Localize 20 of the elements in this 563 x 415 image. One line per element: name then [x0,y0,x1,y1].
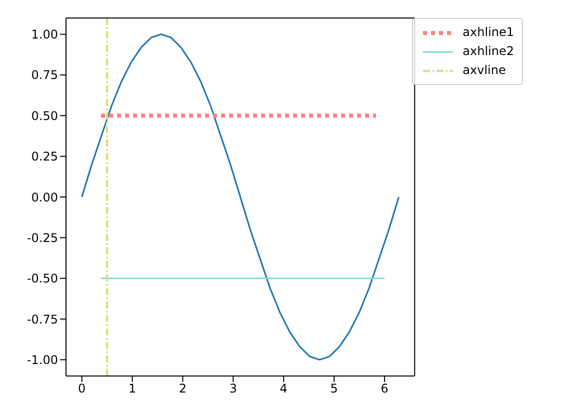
y-tick-label: 0.00 [31,190,58,204]
y-tick-label: -0.25 [26,230,58,245]
x-tick-label: 0 [78,382,86,396]
y-tick-label: -0.75 [26,312,58,326]
y-tick-label: 1.00 [31,28,58,42]
line-series [81,33,400,361]
x-tick-label: 6 [380,382,388,396]
x-tick-label: 5 [330,382,338,396]
x-tick-label: 2 [178,382,187,396]
y-tick-label: 0.50 [31,108,58,123]
x-tick-label: 1 [128,382,136,396]
legend-label: axhline2 [462,43,514,60]
legend-label: axhline1 [462,24,514,41]
y-tick-label: 0.75 [31,68,58,82]
y-tick-label: -1.00 [26,352,58,367]
y-tick-label: 0.25 [31,150,58,164]
x-tick-label: 3 [229,382,237,396]
legend-label: axvline [462,62,506,79]
x-tick-label: 4 [280,382,288,396]
y-tick-label: -0.50 [26,272,58,286]
